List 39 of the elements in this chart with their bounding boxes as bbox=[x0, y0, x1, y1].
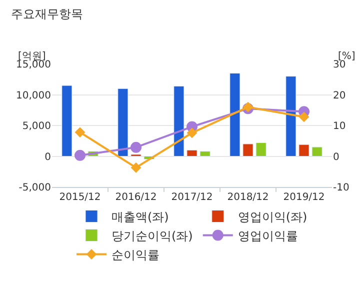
legend-label: 순이익률 bbox=[112, 248, 160, 262]
x-tick-label: 2016/12 bbox=[115, 192, 157, 203]
legend-label: 당기순이익(좌) bbox=[112, 228, 193, 243]
bar bbox=[298, 144, 310, 156]
x-tick-label: 2019/12 bbox=[283, 192, 325, 203]
y-tick-label: 0 bbox=[44, 152, 51, 163]
y2-tick-label: 20 bbox=[333, 90, 346, 102]
bar bbox=[312, 146, 322, 156]
bar bbox=[230, 72, 240, 156]
point bbox=[186, 128, 198, 138]
chart-title: 주요재무항목 bbox=[10, 7, 83, 22]
y-tick-label: 15,000 bbox=[16, 60, 51, 70]
legend-label: 매출액(좌) bbox=[112, 210, 169, 224]
legend-label: 영업이익(좌) bbox=[238, 210, 308, 224]
bar bbox=[256, 142, 266, 156]
bar bbox=[174, 86, 184, 156]
bar bbox=[118, 88, 128, 156]
x-tick-label: 2015/12 bbox=[59, 192, 101, 203]
y2-axis-title: [%] bbox=[338, 51, 356, 62]
bar bbox=[200, 151, 210, 156]
legend-label: 영업이익률 bbox=[238, 228, 298, 243]
point bbox=[130, 142, 142, 153]
y-tick-label: -5,000 bbox=[18, 182, 51, 194]
point bbox=[74, 127, 86, 138]
point bbox=[130, 162, 142, 173]
y2-tick-label: -10 bbox=[333, 182, 350, 194]
y2-tick-label: 0 bbox=[333, 152, 340, 163]
y-tick-label: 10,000 bbox=[16, 90, 51, 102]
x-tick-label: 2017/12 bbox=[171, 192, 213, 203]
x-tick-label: 2018/12 bbox=[227, 192, 269, 203]
bar bbox=[286, 76, 296, 156]
point bbox=[74, 150, 86, 161]
y-tick-label: 5,000 bbox=[22, 121, 51, 132]
bar bbox=[242, 144, 254, 156]
bar bbox=[62, 85, 72, 156]
bar bbox=[186, 150, 198, 156]
y2-tick-label: 30 bbox=[333, 60, 346, 70]
point bbox=[298, 112, 310, 122]
y2-tick-label: 10 bbox=[333, 121, 346, 132]
